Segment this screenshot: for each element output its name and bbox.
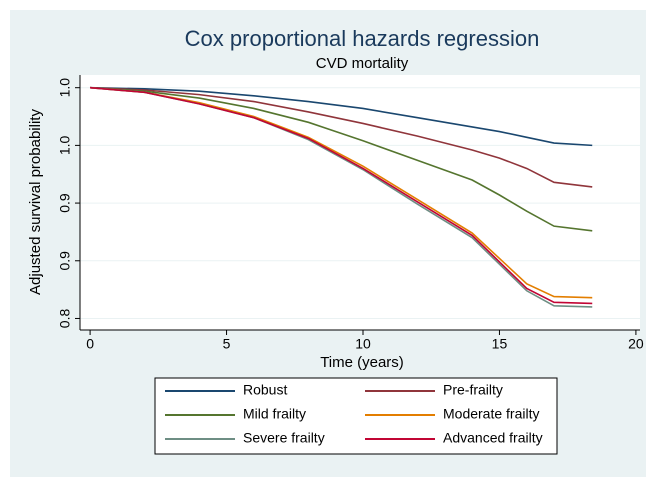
legend-label: Advanced frailty — [443, 430, 543, 446]
plot-area — [80, 75, 640, 330]
x-tick-label: 20 — [628, 336, 644, 352]
series-line — [90, 86, 593, 188]
y-axis-label: Adjusted survival probability — [27, 109, 44, 295]
legend-label: Moderate frailty — [443, 406, 539, 422]
y-tick-label: 1.0 — [57, 78, 73, 98]
series-line — [90, 86, 593, 299]
series-line — [90, 86, 593, 232]
x-tick-label: 5 — [223, 336, 231, 352]
y-tick-label: 0.9 — [57, 193, 73, 213]
legend-label: Mild frailty — [243, 406, 306, 422]
legend-label: Pre-frailty — [443, 382, 503, 398]
legend-label: Robust — [243, 382, 287, 398]
y-tick-label: 0.8 — [57, 309, 73, 329]
x-tick-label: 0 — [86, 336, 94, 352]
y-tick-label: 0.9 — [57, 251, 73, 271]
x-axis-label: Time (years) — [320, 354, 404, 371]
series-line — [90, 86, 593, 305]
y-tick-label: 1.0 — [57, 135, 73, 155]
series-line — [90, 86, 593, 147]
x-tick-label: 10 — [355, 336, 371, 352]
chart-title: Cox proportional hazards regression — [185, 26, 540, 51]
x-tick-label: 15 — [492, 336, 508, 352]
legend-label: Severe frailty — [243, 430, 325, 446]
chart-subtitle: CVD mortality — [316, 55, 409, 72]
